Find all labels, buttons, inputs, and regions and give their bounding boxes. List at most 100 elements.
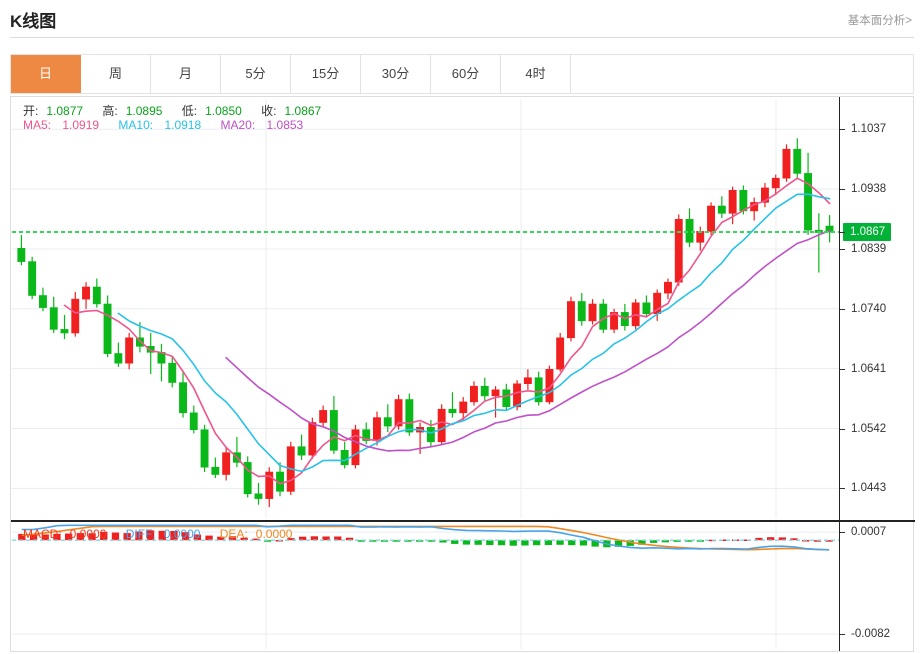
tab-4[interactable]: 15分 [291, 55, 361, 93]
candle-body-39 [437, 408, 446, 443]
candle-body-28 [319, 410, 328, 423]
macd-bar-5 [76, 533, 84, 541]
candle-35 [394, 394, 403, 430]
candle-body-7 [92, 286, 101, 305]
macd-bar-51 [614, 540, 623, 547]
tab-1[interactable]: 周 [81, 55, 151, 93]
candle-0 [17, 235, 26, 266]
candle-23 [265, 467, 274, 508]
candle-10 [125, 332, 134, 370]
candle-19 [222, 447, 231, 481]
candle-body-27 [308, 422, 317, 456]
candle-6 [82, 282, 91, 309]
candle-body-65 [717, 205, 726, 214]
price-tick-3: 1.0839 [851, 242, 887, 255]
candle-body-8 [103, 303, 112, 354]
candle-71 [782, 144, 791, 182]
candle-40 [448, 392, 457, 418]
panel-divider [11, 520, 915, 522]
chart-frame[interactable]: 开: 1.0877 高: 1.0895 低: 1.0850 收: 1.0867 MA5:… [10, 96, 915, 652]
candle-39 [437, 404, 446, 446]
candle-12 [146, 332, 155, 375]
ma5-line [63, 177, 831, 485]
candle-60 [663, 278, 672, 300]
macd-bar-35 [427, 540, 435, 542]
candle-body-50 [556, 337, 565, 370]
macd-bar-36 [439, 540, 447, 543]
price-tick-4: 1.0740 [851, 302, 887, 315]
tab-6[interactable]: 60分 [431, 55, 501, 93]
candle-body-55 [610, 312, 619, 330]
tab-active-0[interactable]: 日 [11, 55, 81, 93]
macd-bar-17 [217, 536, 225, 541]
macd-bar-63 [755, 537, 763, 541]
candle-body-75 [825, 225, 834, 233]
price-tick-0: 1.1037 [851, 123, 887, 136]
candle-body-2 [38, 295, 47, 308]
candle-body-49 [545, 368, 554, 403]
macd-bar-19 [240, 537, 248, 541]
macd-bar-37 [451, 540, 459, 544]
candle-63 [696, 226, 705, 251]
fundamental-analysis-link[interactable]: 基本面分析> [847, 15, 912, 27]
macd-bar-41 [497, 540, 506, 546]
macd-bar-66 [790, 538, 798, 541]
candle-42 [469, 381, 478, 406]
macd-bar-58 [696, 540, 705, 542]
macd-bar-47 [568, 540, 576, 546]
candle-15 [179, 370, 187, 418]
chart-canvas[interactable] [11, 97, 915, 651]
tabbar-filler [571, 55, 913, 93]
candle-54 [599, 299, 608, 333]
candle-20 [233, 436, 241, 468]
price-tickmark-1 [840, 189, 845, 191]
candle-51 [566, 296, 575, 342]
candle-1 [28, 256, 37, 300]
macd-tick-0: 0.0007 [851, 526, 887, 539]
macd-bar-3 [53, 533, 61, 541]
tab-5[interactable]: 30分 [361, 55, 431, 93]
candle-74 [814, 213, 823, 273]
ma20-line [225, 230, 831, 452]
macd-bar-25 [310, 536, 318, 541]
page-header: K线图 基本面分析> [0, 0, 924, 38]
macd-bar-12 [158, 530, 166, 541]
candle-body-45 [502, 389, 511, 407]
candle-50 [556, 332, 565, 372]
macd-bar-42 [509, 540, 517, 546]
macd-bar-38 [462, 540, 471, 545]
price-tickmark-0 [840, 129, 845, 131]
macd-bar-9 [123, 533, 131, 541]
candle-body-6 [82, 286, 91, 300]
candle-16 [189, 405, 198, 434]
macd-bar-30 [369, 540, 377, 542]
candle-14 [168, 357, 177, 388]
macd-bar-13 [170, 531, 178, 541]
candle-body-51 [566, 301, 575, 339]
macd-bar-33 [404, 540, 412, 542]
candle-45 [502, 383, 511, 411]
macd-bar-0 [18, 533, 26, 541]
candle-62 [685, 208, 694, 248]
macd-tick-1: -0.0082 [851, 628, 891, 641]
candle-69 [760, 183, 769, 208]
candle-32 [362, 422, 371, 445]
candle-68 [750, 197, 759, 221]
tab-7[interactable]: 4时 [501, 55, 571, 93]
candle-24 [276, 462, 284, 497]
candle-body-52 [577, 301, 586, 322]
candle-body-17 [200, 429, 209, 468]
macd-bar-8 [111, 532, 120, 541]
macd-bar-20 [252, 538, 260, 541]
tab-3[interactable]: 5分 [221, 55, 291, 93]
candle-body-42 [469, 385, 478, 403]
candle-body-12 [146, 346, 155, 353]
candle-body-67 [739, 190, 748, 212]
macd-bar-15 [193, 534, 201, 541]
candle-44 [491, 386, 500, 418]
tab-2[interactable]: 月 [151, 55, 221, 93]
current-price-tag: 1.0867 [843, 223, 892, 242]
candle-9 [114, 342, 123, 367]
macd-bar-6 [88, 533, 96, 541]
